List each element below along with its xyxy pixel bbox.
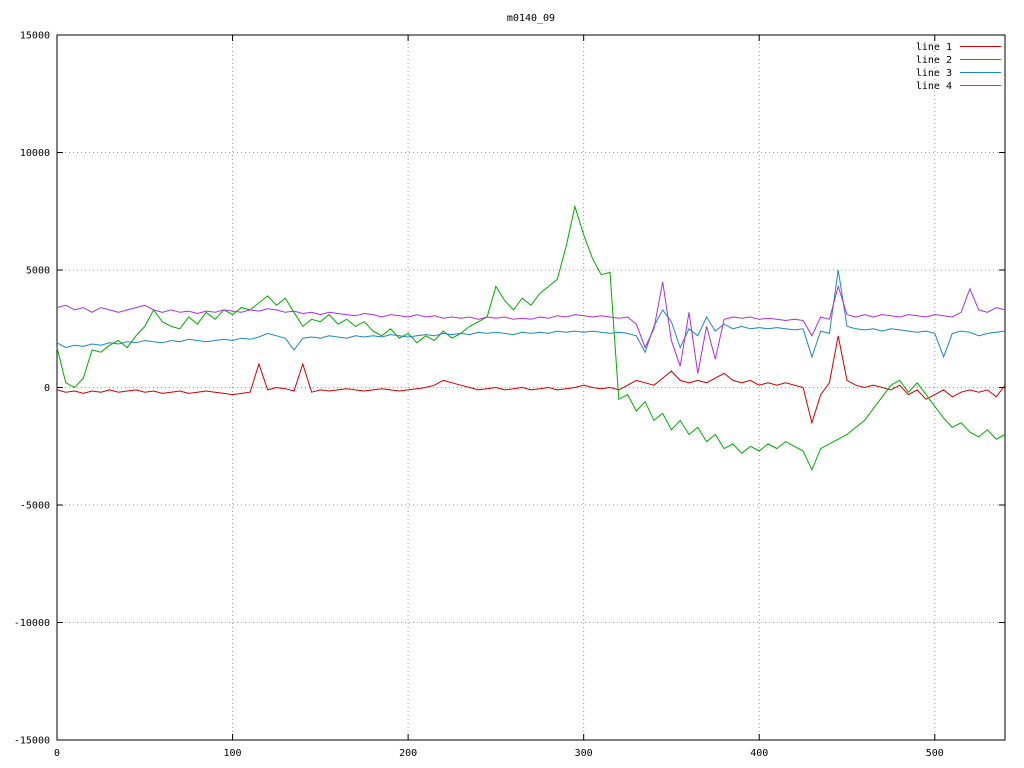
y-tick-label: 5000 (26, 266, 50, 277)
x-tick-label: 500 (926, 748, 944, 759)
legend-label: line 4 (916, 81, 952, 92)
x-tick-label: 100 (224, 748, 242, 759)
y-tick-label: -5000 (20, 501, 50, 512)
legend-label: line 3 (916, 68, 952, 79)
legend: line 1 line 2 line 3 line 4 (916, 42, 1001, 92)
series-line-3 (56, 269, 1006, 359)
series-line-4 (56, 281, 1006, 374)
y-tick-label: -10000 (14, 618, 50, 629)
legend-label: line 1 (916, 42, 952, 53)
grid (57, 35, 1005, 740)
y-tick-labels: -15000 -10000 -5000 0 5000 10000 15000 (14, 31, 50, 747)
y-tick-label: 15000 (20, 31, 50, 42)
series-line-2 (56, 204, 1006, 472)
y-tick-label: -15000 (14, 736, 50, 747)
x-tick-label: 200 (399, 748, 417, 759)
y-tick-label: 0 (44, 383, 50, 394)
x-tick-labels: 0 100 200 300 400 500 (54, 748, 944, 759)
x-tick-label: 0 (54, 748, 60, 759)
x-tick-label: 400 (750, 748, 768, 759)
x-tick-label: 300 (575, 748, 593, 759)
y-tick-label: 10000 (20, 148, 50, 159)
chart-title: m0140_09 (507, 13, 555, 24)
series-line-1 (56, 335, 1006, 425)
plot-area: 0 100 200 300 400 500 -15000 -10000 -5000 0 5000 10… (14, 31, 1006, 759)
legend-label: line 2 (916, 55, 952, 66)
axis-ticks (56, 34, 1005, 741)
